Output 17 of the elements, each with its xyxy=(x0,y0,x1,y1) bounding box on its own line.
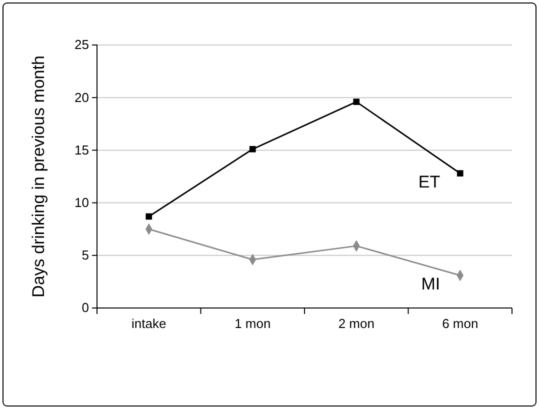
y-tick-label: 25 xyxy=(74,37,89,52)
y-tick-label: 15 xyxy=(74,142,89,158)
y-tick-label: 10 xyxy=(74,194,89,210)
x-tick-label: intake xyxy=(132,316,166,331)
point xyxy=(456,170,464,177)
x-tick-label: 1 mon xyxy=(234,316,271,331)
y-tick-label: 5 xyxy=(82,248,89,263)
x-tick-label: 6 mon xyxy=(442,316,478,331)
point xyxy=(249,146,256,152)
point xyxy=(353,98,360,105)
y-tick-label: 0 xyxy=(82,300,89,316)
y-tick-label: 20 xyxy=(74,90,89,105)
point xyxy=(146,213,152,220)
series-label: MI xyxy=(421,274,440,294)
y-axis-title: Days drinking in previous month xyxy=(29,56,48,298)
series-label: ET xyxy=(418,172,440,192)
x-tick-label: 2 mon xyxy=(338,316,374,331)
